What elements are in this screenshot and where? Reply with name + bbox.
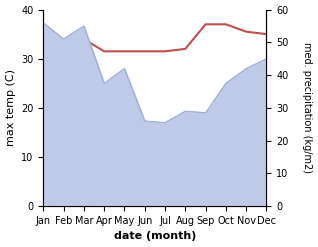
Y-axis label: max temp (C): max temp (C) xyxy=(5,69,16,146)
Y-axis label: med. precipitation (kg/m2): med. precipitation (kg/m2) xyxy=(302,42,313,173)
X-axis label: date (month): date (month) xyxy=(114,231,196,242)
